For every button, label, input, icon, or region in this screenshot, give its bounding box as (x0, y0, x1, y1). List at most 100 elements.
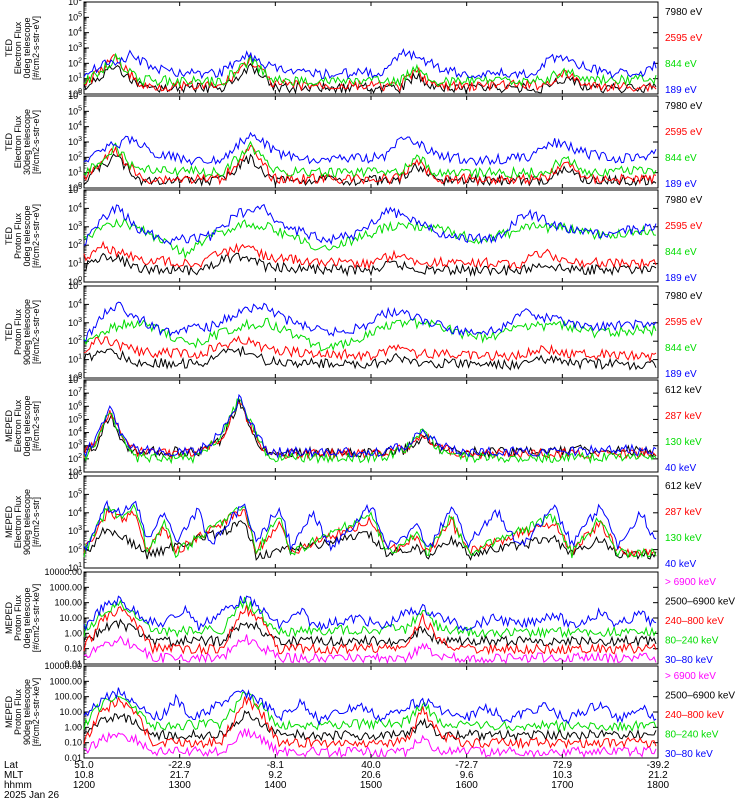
legend-label: 240–800 keV (665, 710, 724, 721)
series-line-30-80-kev (83, 595, 657, 632)
y-tick-label: 106 (68, 90, 82, 101)
x-label-lat: -8.1 (267, 760, 285, 771)
y-axis-label: 0deg telescope (22, 587, 32, 648)
y-tick-label: 106 (68, 400, 82, 411)
series-line-240-800-kev (83, 695, 657, 750)
x-label-mlt: 9.2 (268, 770, 282, 781)
y-tick-label: 10000.00 (44, 567, 82, 577)
series-line-2500-6900-kev (83, 618, 657, 648)
x-label-mlt: 20.6 (361, 770, 381, 781)
series-line--6900-kev (83, 727, 657, 759)
y-tick-label: 101 (68, 73, 82, 84)
legend-label: 130 keV (665, 437, 702, 448)
y-tick-label: 105 (68, 11, 82, 22)
series-line-7980-ev (83, 153, 657, 187)
y-axis-label: TED (4, 132, 14, 151)
y-axis-label: MEPED (4, 602, 14, 635)
series-line-612-kev (83, 520, 657, 561)
legend-label: 2595 eV (665, 33, 703, 44)
legend-label: 189 eV (665, 179, 697, 190)
series-line-2595-ev (83, 144, 657, 186)
y-tick-label: 100 (68, 182, 82, 193)
y-axis-label: Electron Flux (13, 399, 23, 452)
y-axis-label: TED (4, 322, 14, 341)
y-tick-label: 10000.00 (44, 661, 82, 671)
x-label-hhmm: 1400 (264, 780, 287, 791)
legend-label: 189 eV (665, 85, 697, 96)
y-tick-label: 103 (68, 317, 82, 328)
y-tick-label: 105 (68, 184, 82, 195)
y-axis-label: Proton Flux (13, 688, 23, 735)
series-line-189-ev (83, 48, 657, 80)
chart-panel-6: 101 102 103 104 105 106 MEPED Electron Flux 90de… (4, 470, 702, 573)
chart-panel-4: 100 101 102 103 104 105 TED Proton Flux 90deg te… (4, 280, 703, 383)
y-tick-label: 104 (68, 427, 82, 438)
x-label-hhmm: 1300 (169, 780, 192, 791)
series-line-287-kev (83, 401, 657, 461)
x-label-hhmm: 1200 (73, 780, 96, 791)
y-tick-label: 102 (68, 151, 82, 162)
y-tick-label: 103 (68, 440, 82, 451)
y-tick-label: 102 (68, 453, 82, 464)
y-tick-label: 108 (68, 374, 82, 385)
y-axis-label: [#/cm2-s-str-keV] (31, 678, 41, 747)
y-tick-label: 106 (68, 0, 82, 7)
legend-label: 7980 eV (665, 7, 703, 18)
y-tick-label: 104 (68, 507, 82, 518)
y-tick-label: 10.00 (59, 613, 82, 623)
legend-label: 189 eV (665, 273, 697, 284)
y-axis-label: 30deg telescope (22, 109, 32, 175)
legend-label: 7980 eV (665, 291, 703, 302)
legend-label: 7980 eV (665, 195, 703, 206)
legend-label: 130 keV (665, 533, 702, 544)
legend-label: 287 keV (665, 411, 702, 422)
y-tick-label: 102 (68, 335, 82, 346)
legend-label: 2595 eV (665, 317, 703, 328)
y-axis-label: Electron Flux (13, 495, 23, 548)
y-tick-label: 102 (68, 544, 82, 555)
y-axis-label: Electron Flux (13, 21, 23, 74)
legend-label: 612 keV (665, 481, 702, 492)
legend-label: 240–800 keV (665, 616, 724, 627)
y-tick-label: 105 (68, 488, 82, 499)
plot-frame (83, 95, 659, 189)
series-line-844-ev (83, 317, 657, 352)
y-axis-label: [#/cm2-s-str-eV] (31, 16, 41, 80)
y-tick-label: 101 (68, 354, 82, 365)
y-tick-label: 1.00 (64, 628, 82, 638)
y-tick-label: 101 (68, 466, 82, 477)
y-tick-label: 105 (68, 280, 82, 291)
y-axis-label: [#/cm2-s-str-eV] (31, 300, 41, 364)
y-tick-label: 100 (68, 276, 82, 287)
series-line-189-ev (83, 203, 657, 246)
y-tick-label: 100 (68, 372, 82, 383)
y-tick-label: 10.00 (59, 707, 82, 717)
legend-label: 30–80 keV (665, 749, 713, 760)
x-row-label-hhmm: hhmm (4, 780, 32, 791)
legend-label: 30–80 keV (665, 655, 713, 666)
legend-label: 2595 eV (665, 221, 703, 232)
legend-label: 612 keV (665, 385, 702, 396)
y-tick-label: 102 (68, 57, 82, 68)
x-row-label-mlt: MLT (4, 770, 23, 781)
series-line-189-ev (83, 301, 657, 342)
legend-label: 287 keV (665, 507, 702, 518)
y-tick-label: 105 (68, 413, 82, 424)
legend-label: 80–240 keV (665, 730, 719, 741)
y-axis-label: 90deg telescope (22, 299, 32, 365)
series-line-612-kev (83, 398, 657, 459)
y-tick-label: 107 (68, 387, 82, 398)
x-row-label-lat: Lat (4, 760, 18, 771)
x-label-hhmm: 1500 (360, 780, 383, 791)
y-axis-label: MEPED (4, 696, 14, 729)
x-label-hhmm: 1600 (456, 780, 479, 791)
y-tick-label: 0.01 (64, 659, 82, 669)
x-label-mlt: 9.6 (460, 770, 474, 781)
y-axis-label: [#/cm2-s-str] (31, 497, 41, 547)
y-axis-label: Proton Flux (13, 212, 23, 259)
x-label-lat: 40.0 (361, 760, 381, 771)
series-line-240-800-kev (83, 604, 657, 656)
x-row-label-date: 2025 Jan 26 (4, 790, 59, 800)
